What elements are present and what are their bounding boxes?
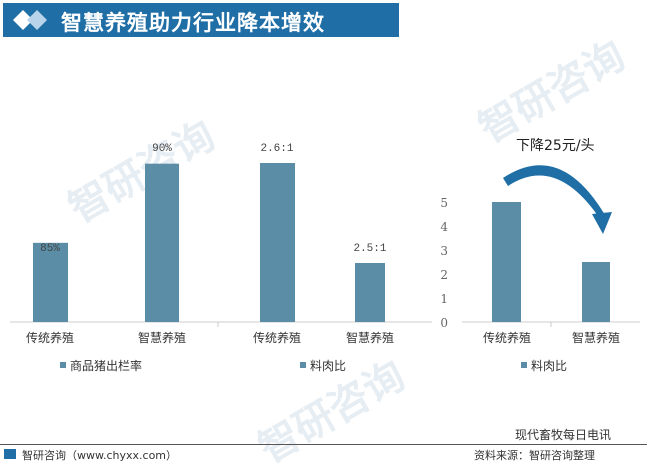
annotation-text: 下降25元/头 — [516, 138, 595, 154]
data-label: 2.5:1 — [353, 243, 386, 255]
category-label: 传统养殖 — [483, 330, 531, 345]
page-title: 智慧养殖助力行业降本增效 — [61, 11, 325, 35]
curved-arrow-icon — [503, 165, 605, 216]
legend-label: 料肉比 — [531, 359, 567, 373]
bar-traditional-ratio — [260, 163, 295, 322]
category-label: 智慧养殖 — [138, 330, 186, 345]
bar-traditional-cost — [492, 202, 521, 322]
charts: 传统养殖 智慧养殖 传统养殖 智慧养殖 传统养殖 智慧养殖 85% 90% 2.… — [10, 138, 640, 373]
data-label: 90% — [152, 143, 172, 155]
y-tick-label: 3 — [440, 244, 448, 258]
legend-swatch — [521, 362, 527, 368]
bar-smart-cost — [582, 262, 610, 322]
diamond-logo-icon — [13, 10, 47, 30]
bar-traditional-rate — [33, 242, 68, 322]
category-label: 传统养殖 — [26, 330, 74, 345]
footer-brand[interactable]: 智研咨询（www.chyxx.com） — [4, 447, 177, 463]
brand-text: 智研咨询（www.chyxx.com） — [22, 449, 178, 462]
arrow-head-icon — [592, 212, 612, 234]
footer-divider — [0, 444, 647, 445]
category-label: 智慧养殖 — [346, 330, 394, 345]
header-banner: 智慧养殖助力行业降本增效 — [3, 3, 399, 37]
legend-label: 商品猪出栏率 — [70, 358, 142, 373]
data-label: 85% — [40, 243, 60, 255]
category-label: 智慧养殖 — [572, 330, 620, 345]
data-label: 2.6:1 — [260, 143, 293, 155]
category-label: 传统养殖 — [253, 330, 301, 345]
y-tick-label: 0 — [440, 316, 448, 330]
bar-smart-ratio — [355, 263, 385, 322]
legend-swatch — [60, 362, 66, 368]
y-tick-label: 4 — [440, 220, 448, 234]
legend-label: 料肉比 — [310, 359, 346, 373]
data-source: 资料来源：智研咨询整理 — [474, 449, 595, 462]
y-tick-label: 2 — [440, 268, 448, 282]
y-tick-label: 5 — [440, 196, 448, 210]
logo-icon — [4, 449, 16, 459]
legend-swatch — [300, 362, 306, 368]
y-tick-label: 1 — [440, 292, 448, 306]
bar-smart-rate — [145, 163, 179, 322]
wechat-account: 现代畜牧每日电讯 — [515, 428, 612, 442]
